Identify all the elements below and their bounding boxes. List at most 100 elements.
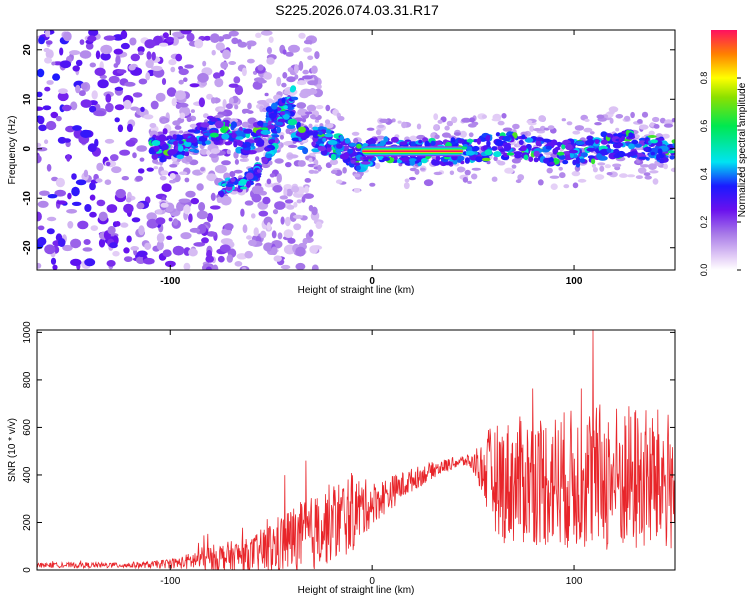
ridge-blob xyxy=(667,150,675,154)
ridge-blob xyxy=(185,138,192,143)
noise-blob xyxy=(63,31,72,42)
noise-blob xyxy=(253,227,259,237)
halo-blob xyxy=(325,162,332,169)
ridge-blob xyxy=(562,151,571,155)
noise-blob xyxy=(266,178,272,185)
ridge-blob xyxy=(380,140,386,146)
halo-blob xyxy=(461,117,471,123)
halo-blob xyxy=(546,167,553,174)
halo-blob xyxy=(310,114,316,119)
halo-blob xyxy=(403,182,410,190)
branch-blob xyxy=(264,153,273,159)
halo-blob xyxy=(537,179,544,186)
noise-blob xyxy=(248,239,257,247)
noise-blob xyxy=(84,258,96,267)
noise-blob xyxy=(303,39,313,45)
noise-blob xyxy=(89,62,97,68)
halo-blob xyxy=(149,123,157,128)
halo-blob xyxy=(433,171,443,176)
halo-blob xyxy=(297,160,306,167)
noise-blob xyxy=(183,77,188,82)
noise-blob xyxy=(206,212,213,223)
noise-blob xyxy=(196,183,204,191)
noise-blob xyxy=(298,32,306,39)
noise-blob xyxy=(98,211,108,222)
noise-blob xyxy=(106,204,118,213)
halo-blob xyxy=(308,123,313,129)
ridge-blob xyxy=(657,148,663,156)
halo-blob xyxy=(152,158,159,164)
noise-blob xyxy=(37,115,45,125)
halo-blob xyxy=(247,124,255,129)
noise-blob xyxy=(51,176,59,182)
halo-blob xyxy=(264,92,269,97)
noise-blob xyxy=(220,195,232,206)
noise-blob xyxy=(308,205,314,212)
branch-blob xyxy=(225,183,235,187)
noise-blob xyxy=(262,196,271,205)
branch-blob xyxy=(275,121,284,126)
ridge-blob xyxy=(418,139,423,144)
ridge-blob xyxy=(184,151,190,157)
halo-blob xyxy=(615,127,620,132)
ridge-blob xyxy=(606,147,612,153)
halo-blob xyxy=(589,131,595,135)
noise-blob xyxy=(69,50,81,56)
noise-blob xyxy=(116,69,127,74)
noise-blob xyxy=(184,177,190,183)
ridge-blob xyxy=(151,140,161,146)
noise-blob xyxy=(255,32,262,38)
noise-blob xyxy=(222,34,232,40)
ridge-blob xyxy=(443,161,453,166)
noise-blob xyxy=(267,47,272,55)
halo-blob xyxy=(501,113,507,119)
halo-blob xyxy=(469,117,475,123)
ridge-blob xyxy=(521,145,527,151)
noise-blob xyxy=(285,51,294,57)
noise-blob xyxy=(46,228,55,235)
ridge-blob xyxy=(287,118,298,126)
noise-blob xyxy=(132,92,143,98)
halo-blob xyxy=(652,116,660,123)
ridge-blob xyxy=(431,159,441,166)
halo-blob xyxy=(529,125,534,132)
noise-blob xyxy=(240,208,245,217)
noise-blob xyxy=(161,183,172,192)
halo-blob xyxy=(491,176,498,182)
halo-blob xyxy=(648,130,655,136)
noise-blob xyxy=(55,177,65,188)
noise-blob xyxy=(214,78,224,88)
halo-blob xyxy=(337,116,345,121)
ridge-blob xyxy=(198,141,203,145)
noise-blob xyxy=(188,248,198,257)
noise-blob xyxy=(85,42,94,50)
noise-blob xyxy=(260,230,267,239)
noise-blob xyxy=(137,46,145,53)
ridge-blob xyxy=(650,151,656,156)
halo-blob xyxy=(409,135,418,142)
noise-blob xyxy=(138,78,148,85)
ridge-blob xyxy=(317,146,326,152)
halo-blob xyxy=(594,122,602,126)
noise-blob xyxy=(44,244,56,255)
noise-blob xyxy=(93,110,106,117)
noise-blob xyxy=(71,186,80,197)
halo-blob xyxy=(414,168,420,175)
halo-blob xyxy=(288,144,298,148)
noise-blob xyxy=(120,222,129,228)
noise-blob xyxy=(241,266,247,270)
ridge-blob xyxy=(265,117,271,121)
halo-blob xyxy=(515,179,522,184)
noise-blob xyxy=(283,187,288,198)
ridge-blob xyxy=(464,157,470,164)
ridge-blob xyxy=(311,148,321,153)
noise-blob xyxy=(82,247,93,252)
noise-blob xyxy=(124,81,136,87)
ridge-blob xyxy=(523,154,529,161)
ridge-blob xyxy=(344,137,351,144)
halo-blob xyxy=(397,120,402,124)
halo-blob xyxy=(281,82,287,88)
ridge-blob xyxy=(430,140,436,146)
ridge-blob xyxy=(311,141,316,147)
noise-blob xyxy=(112,250,120,257)
